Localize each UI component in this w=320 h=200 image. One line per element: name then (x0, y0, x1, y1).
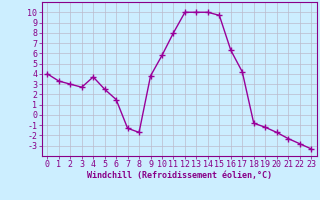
X-axis label: Windchill (Refroidissement éolien,°C): Windchill (Refroidissement éolien,°C) (87, 171, 272, 180)
